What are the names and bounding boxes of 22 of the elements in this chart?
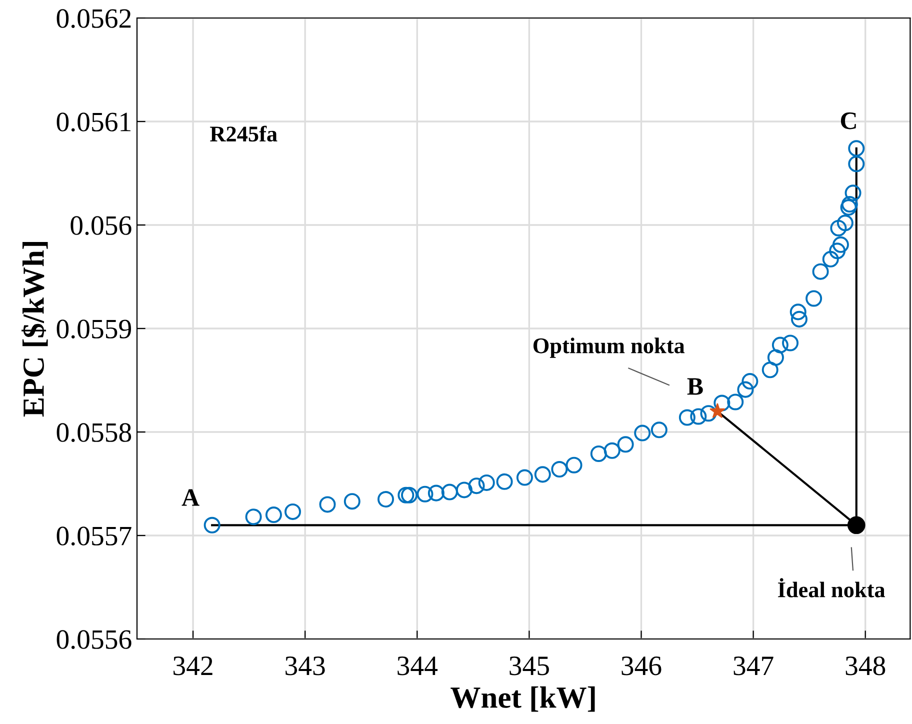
annotation: Optimum nokta bbox=[533, 338, 685, 358]
annotation: R245fa bbox=[210, 126, 278, 142]
x-tick-label: 343 bbox=[286, 656, 325, 676]
annotation: İdeal nokta bbox=[778, 578, 885, 598]
x-tick-label: 342 bbox=[174, 656, 212, 676]
x-tick-label: 348 bbox=[846, 656, 886, 676]
x-axis-title: Wnet [kW] bbox=[450, 686, 595, 712]
x-tick-label: 346 bbox=[622, 656, 662, 676]
y-tick-label: 0.0562 bbox=[56, 9, 131, 28]
annotation: A bbox=[182, 489, 200, 506]
annotation: B bbox=[687, 378, 703, 395]
x-tick-label: 344 bbox=[398, 656, 438, 676]
annotation: C bbox=[840, 112, 856, 130]
y-tick-label: 0.0561 bbox=[56, 112, 130, 132]
y-tick-label: 0.0558 bbox=[56, 423, 132, 442]
y-tick-label: 0.0559 bbox=[56, 320, 131, 339]
x-tick-label: 345 bbox=[510, 656, 549, 676]
y-tick-label: 0.0556 bbox=[56, 630, 132, 650]
y-tick-label: 0.0557 bbox=[56, 526, 132, 546]
x-tick-label: 347 bbox=[734, 656, 774, 676]
y-axis-title: EPC [$/kWh] bbox=[22, 242, 48, 417]
y-tick-label: 0.056 bbox=[70, 216, 132, 236]
